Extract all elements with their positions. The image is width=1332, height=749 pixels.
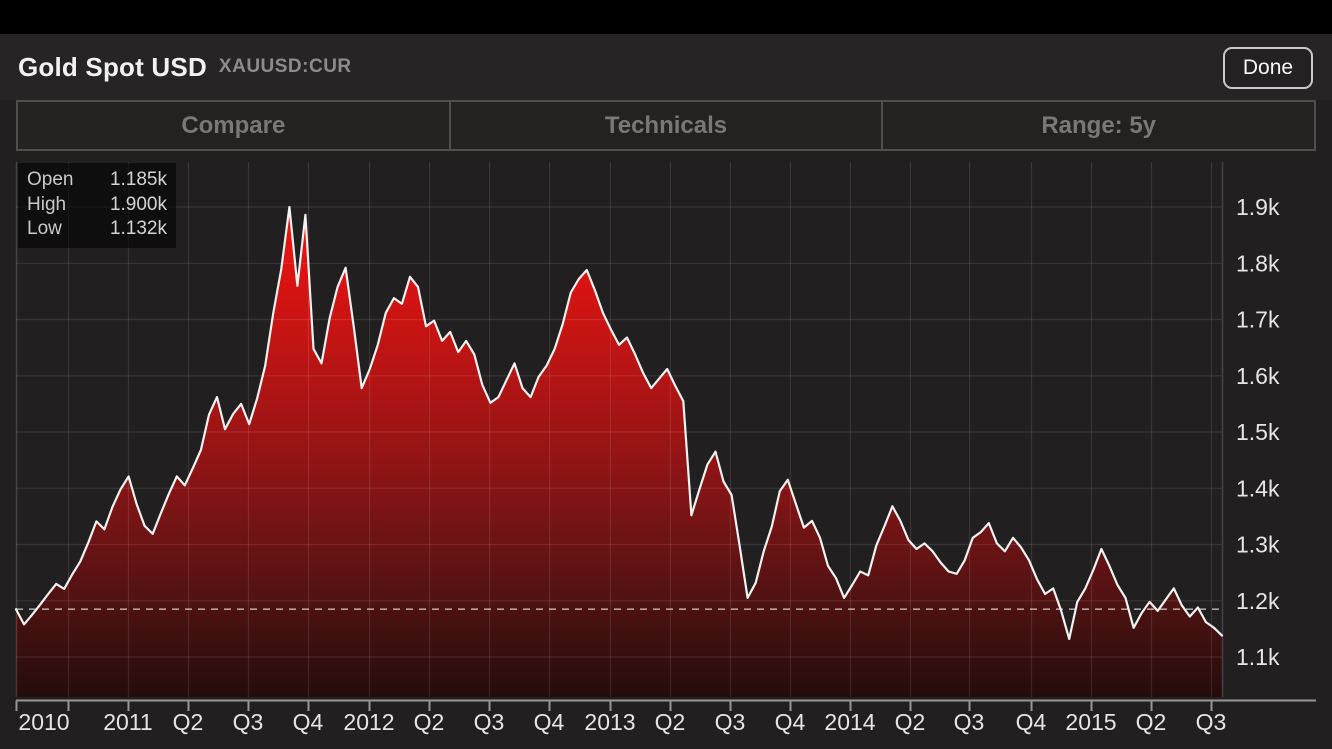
x-axis-label: Q2 <box>414 709 445 735</box>
done-button[interactable]: Done <box>1223 47 1313 89</box>
x-axis-label: Q2 <box>173 709 204 735</box>
x-axis-label: Q4 <box>293 709 324 735</box>
grid-lines <box>16 162 1222 697</box>
y-axis-label: 1.8k <box>1236 250 1280 276</box>
price-line <box>14 205 1224 641</box>
symbol-label: XAUUSD:CUR <box>218 56 352 77</box>
x-axis-label: Q4 <box>775 709 806 735</box>
y-axis-label: 1.6k <box>1236 363 1280 389</box>
x-axis-label: 2013 <box>584 709 635 735</box>
x-axis-label: Q4 <box>1016 709 1047 735</box>
tab-technicals[interactable]: Technicals <box>448 102 882 149</box>
legend-row-open: Open 1.185k <box>27 168 167 193</box>
tab-compare[interactable]: Compare <box>181 111 286 139</box>
status-bar <box>0 0 1332 34</box>
y-axis-label: 1.4k <box>1236 475 1280 501</box>
x-axis-label: 2014 <box>824 709 875 735</box>
page-title: Gold Spot USD <box>18 51 207 82</box>
tab-range-5y[interactable]: Range: 5y <box>881 102 1314 149</box>
y-axis-label: 1.9k <box>1236 194 1280 220</box>
x-axis-label: Q3 <box>474 709 505 735</box>
y-axis-label: 1.1k <box>1236 644 1280 670</box>
x-axis <box>15 699 1316 711</box>
legend-high-label: High <box>27 193 67 215</box>
x-axis-label: Q3 <box>715 709 746 735</box>
x-axis-label: Q3 <box>1196 709 1227 735</box>
x-axis-label: 2010 <box>18 709 69 735</box>
tab-bar: Compare Technicals Range: 5y <box>16 100 1316 151</box>
x-axis-label: 2015 <box>1065 709 1116 735</box>
legend-row-low: Low 1.132k <box>27 217 167 242</box>
legend-low-value: 1.132k <box>109 218 167 239</box>
legend-open-value: 1.185k <box>109 169 167 190</box>
y-axis-label: 1.5k <box>1236 419 1280 445</box>
price-chart-canvas[interactable]: 2010 2011 Q2 Q3 Q4 2012 Q2 Q3 Q4 2013 Q2 Q3 Q4 2014 Q2… <box>0 152 1332 749</box>
ohl-legend: Open 1.185k High 1.900k Low 1.132k <box>18 163 176 248</box>
x-axis-label: Q2 <box>655 709 686 735</box>
y-axis-label: 1.2k <box>1236 588 1280 614</box>
x-axis-label: Q2 <box>895 709 926 735</box>
x-axis-label: Q2 <box>1136 709 1167 735</box>
x-axis-label: Q3 <box>233 709 264 735</box>
x-axis-label: Q4 <box>534 709 565 735</box>
header: Gold Spot USD XAUUSD:CUR Done <box>0 34 1332 100</box>
legend-low-label: Low <box>27 218 62 239</box>
x-axis-label: 2011 <box>103 709 152 735</box>
y-axis-label: 1.7k <box>1236 307 1280 333</box>
x-axis-label: Q3 <box>954 709 985 735</box>
y-axis-label: 1.3k <box>1236 532 1280 558</box>
legend-open-label: Open <box>27 169 74 190</box>
legend-row-high: High 1.900k <box>27 193 167 218</box>
chart-region[interactable]: 2010 2011 Q2 Q3 Q4 2012 Q2 Q3 Q4 2013 Q2 Q3 Q4 2014 Q2… <box>0 152 1332 749</box>
x-axis-label: 2012 <box>343 709 394 735</box>
price-area <box>16 207 1222 697</box>
legend-high-value: 1.900k <box>109 193 167 215</box>
